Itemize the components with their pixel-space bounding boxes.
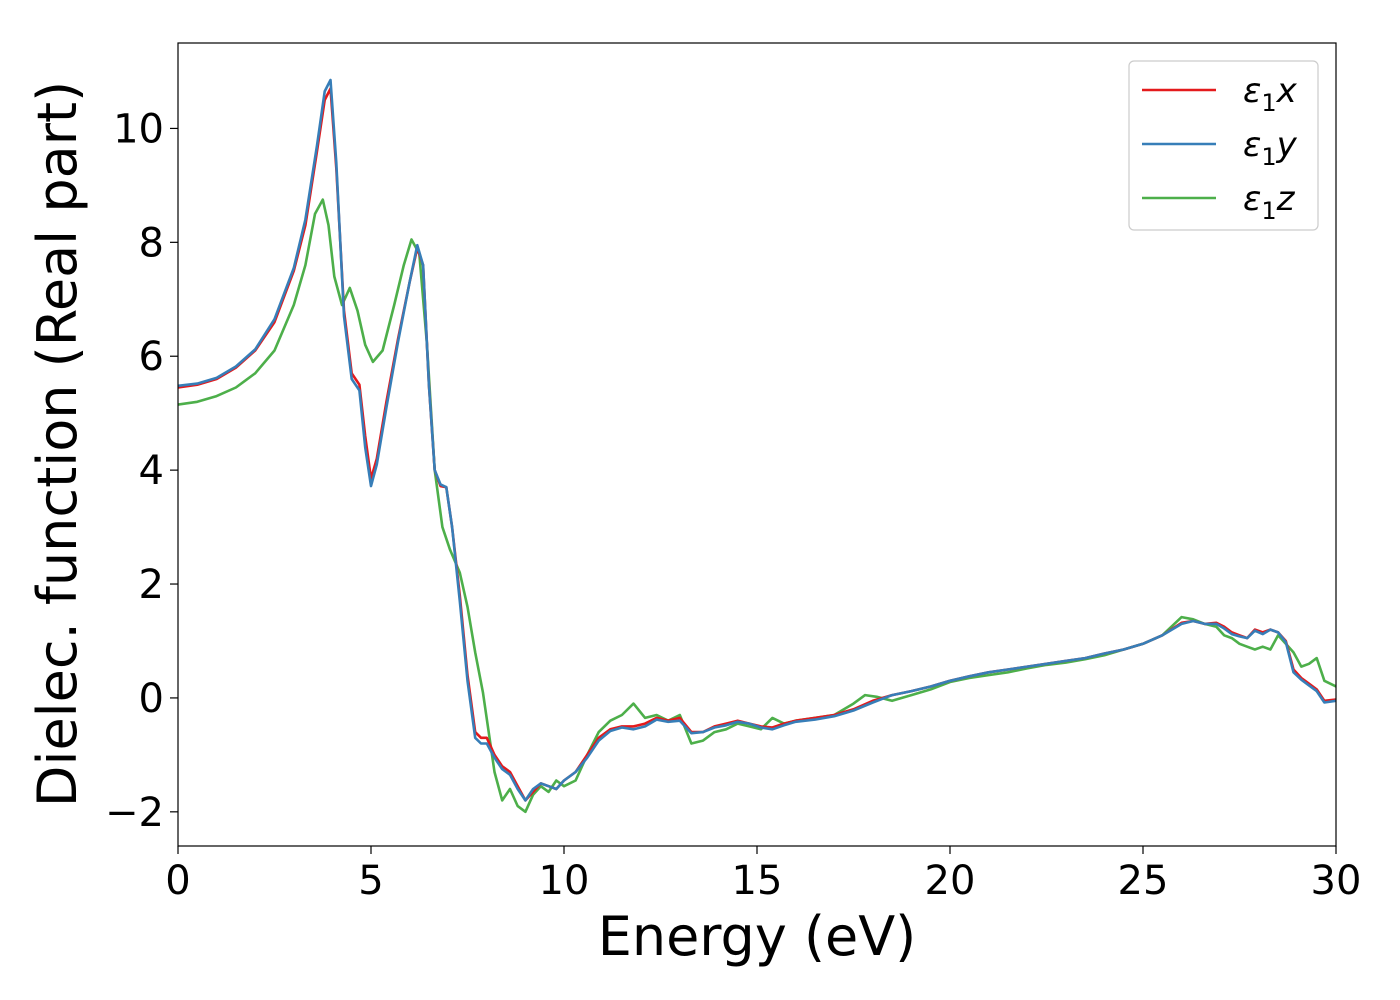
x-axis-label: Energy (eV)	[598, 905, 917, 968]
series-line-y	[178, 78, 1336, 802]
legend-label-z: ε1z	[1243, 179, 1296, 225]
y-tick-label: 8	[139, 220, 164, 266]
y-tick-label: 2	[139, 562, 164, 608]
x-tick-label: 0	[165, 858, 190, 904]
y-tick-label: 4	[139, 448, 164, 494]
x-tick-label: 10	[539, 858, 590, 904]
y-tick-label: 10	[113, 106, 164, 152]
legend-label-y: ε1y	[1243, 125, 1298, 171]
y-axis-label: Dielec. function (Real part)	[26, 81, 89, 807]
legend: ε1x ε1y ε1z	[1128, 60, 1319, 231]
x-tick-label: 15	[732, 858, 783, 904]
x-tick-label: 30	[1311, 858, 1362, 904]
series-group	[178, 78, 1336, 814]
legend-label-x: ε1x	[1243, 71, 1298, 117]
x-tick-label: 5	[358, 858, 383, 904]
y-tick-label: 0	[139, 676, 164, 722]
x-tick-label: 25	[1118, 858, 1169, 904]
y-tick-label: −2	[105, 790, 164, 836]
x-tick-label: 20	[925, 858, 976, 904]
x-axis: 0 5 10 15 20 25 30	[165, 846, 1361, 904]
y-tick-label: 6	[139, 334, 164, 380]
y-axis: −2 0 2 4 6 8 10	[105, 106, 178, 836]
legend-box	[1128, 60, 1319, 231]
